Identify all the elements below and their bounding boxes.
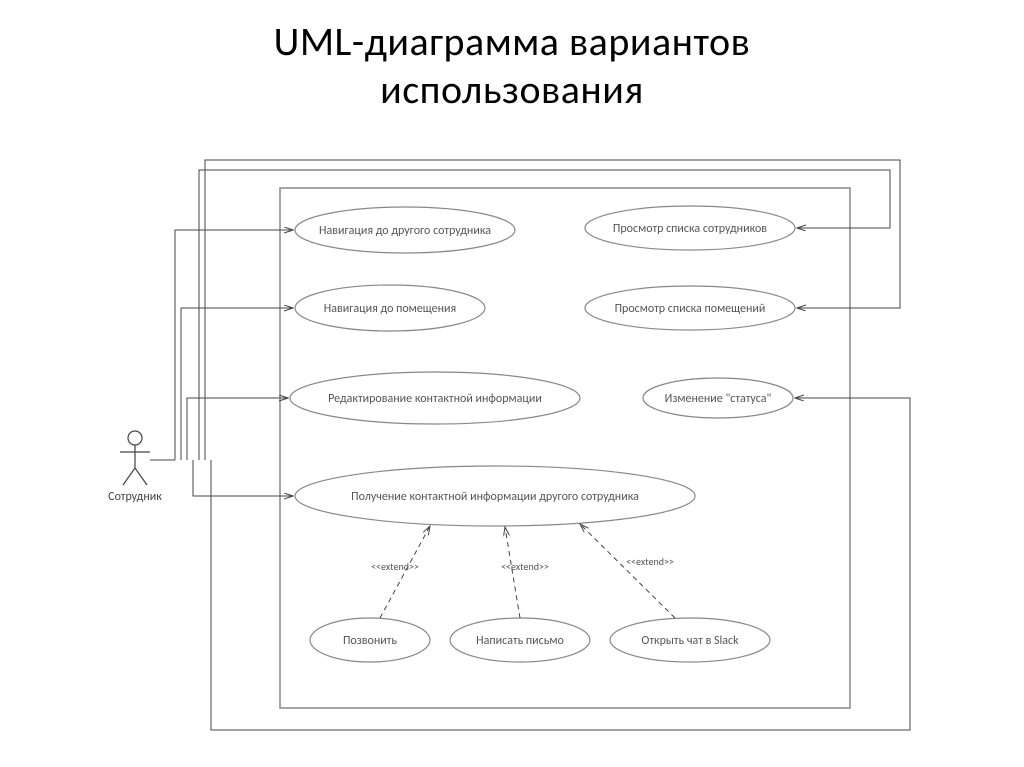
usecase-nav-employee: Навигация до другого сотрудника — [295, 207, 515, 253]
usecase-list-rooms: Просмотр списка помещений — [585, 286, 795, 330]
uc-edit-label: Редактирование контактной информации — [328, 392, 542, 406]
actor-employee: Сотрудник — [108, 431, 162, 504]
usecase-change-status: Изменение "статуса" — [643, 378, 793, 418]
uc-list-emp-label: Просмотр списка сотрудников — [613, 222, 767, 236]
uc-nav-room-label: Навигация до помещения — [324, 302, 456, 316]
extend-label-call: <<extend>> — [371, 560, 419, 573]
uc-list-room-label: Просмотр списка помещений — [615, 302, 766, 316]
diagram-svg: Сотрудник Навигация до другого сотрудник… — [0, 0, 1024, 767]
actor-label: Сотрудник — [108, 490, 162, 504]
usecase-list-employees: Просмотр списка сотрудников — [585, 206, 795, 250]
usecase-slack: Открыть чат в Slack — [610, 618, 770, 662]
uc-status-label: Изменение "статуса" — [665, 392, 772, 406]
usecase-nav-room: Навигация до помещения — [295, 285, 485, 331]
uc-nav-emp-label: Навигация до другого сотрудника — [319, 224, 491, 238]
usecase-edit-contact: Редактирование контактной информации — [290, 372, 580, 424]
extend-label-mail: <<extend>> — [501, 560, 549, 573]
usecase-get-contact: Получение контактной информации другого … — [295, 466, 695, 526]
extend-label-slack: <<extend>> — [626, 555, 674, 568]
uc-get-label: Получение контактной информации другого … — [351, 490, 639, 504]
uc-call-label: Позвонить — [343, 634, 397, 648]
uc-mail-label: Написать письмо — [476, 634, 564, 648]
uc-slack-label: Открыть чат в Slack — [641, 634, 739, 648]
usecase-call: Позвонить — [310, 618, 430, 662]
usecase-mail: Написать письмо — [450, 618, 590, 662]
